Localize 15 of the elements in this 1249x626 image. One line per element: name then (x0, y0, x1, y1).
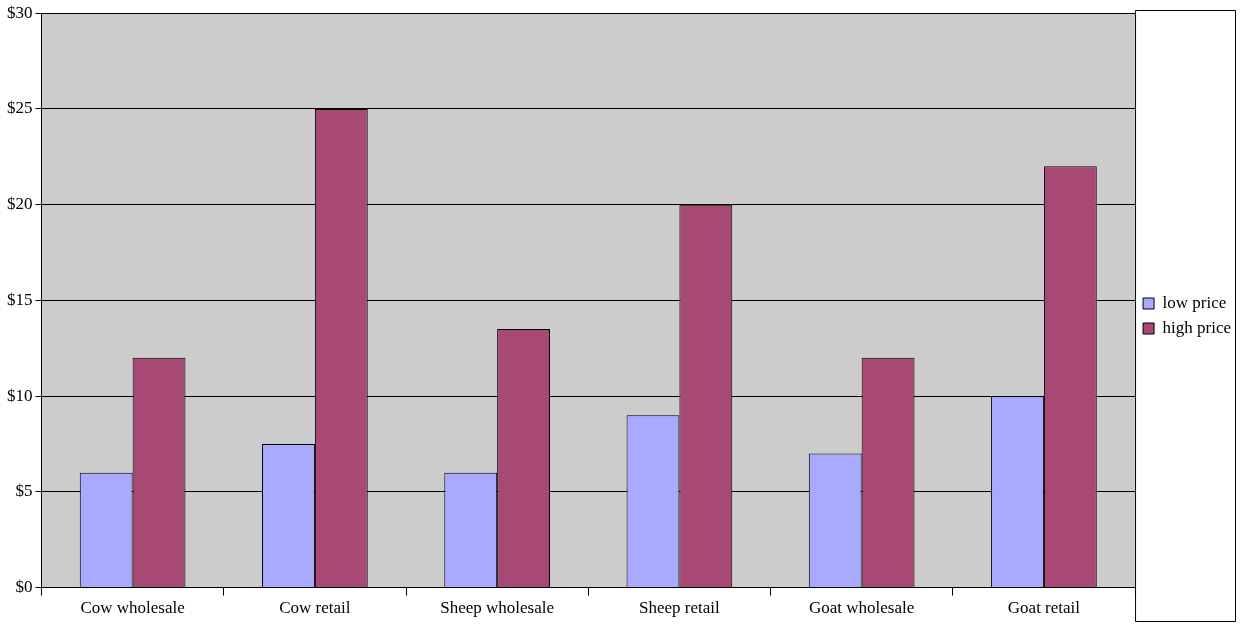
y-tick-label: $10 (7, 385, 33, 405)
y-tick-label: $0 (15, 577, 33, 597)
y-tick-label: $5 (15, 481, 33, 501)
x-tick-label: Sheep wholesale (440, 598, 555, 618)
legend-label: high price (1162, 317, 1231, 337)
x-tick-label: Goat wholesale (809, 598, 915, 618)
y-tick-label: $25 (7, 98, 33, 118)
y-tick-label: $30 (7, 2, 33, 22)
x-tick-label: Cow wholesale (80, 598, 185, 618)
legend-label: low price (1162, 292, 1227, 312)
x-tick-label: Sheep retail (639, 598, 721, 618)
x-tick-label: Goat retail (1007, 598, 1081, 618)
y-tick-label: $20 (7, 194, 33, 214)
x-tick-label: Cow retail (279, 598, 351, 618)
y-tick-label: $15 (7, 289, 33, 309)
